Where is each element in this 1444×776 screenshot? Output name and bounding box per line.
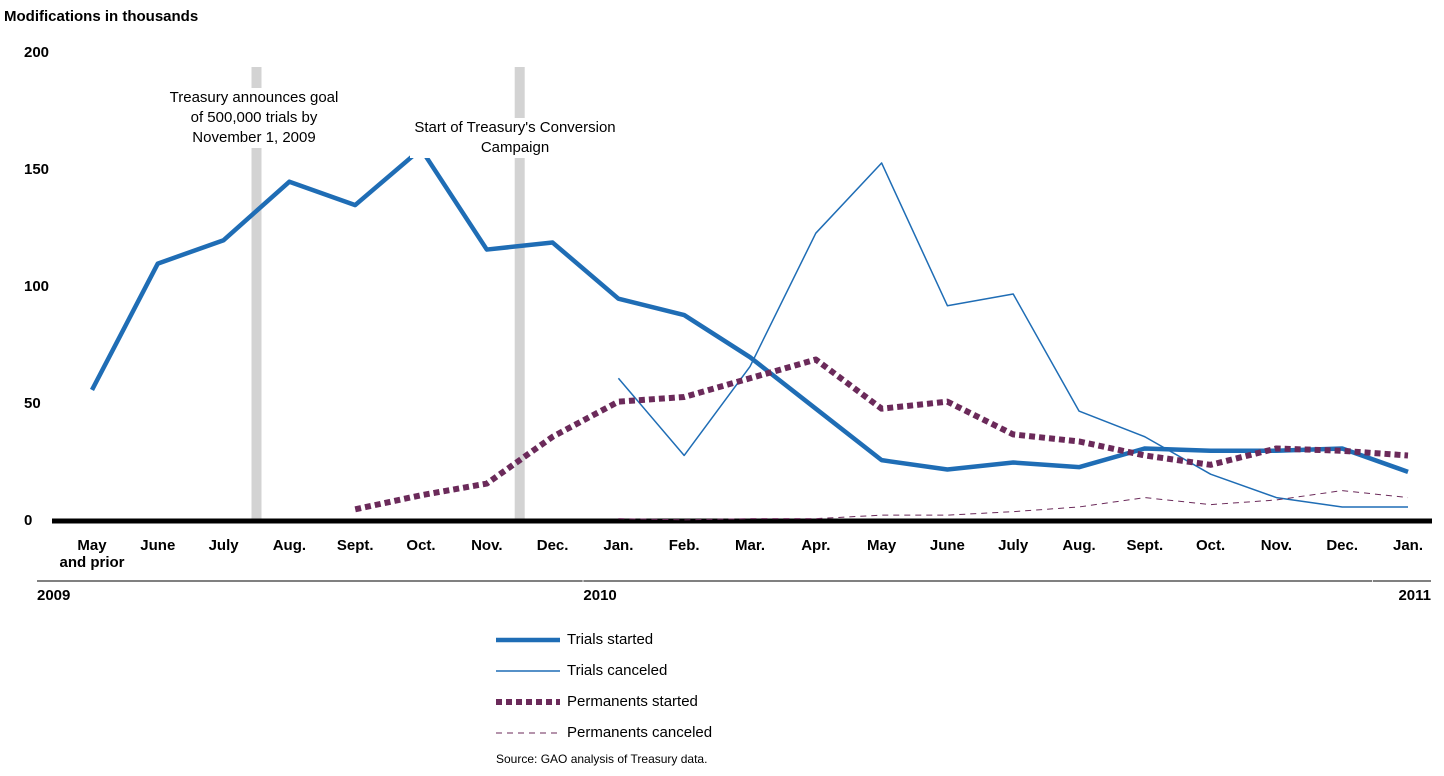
x-tick-label: Dec. <box>536 537 569 554</box>
event-bar <box>514 67 525 521</box>
legend-label: Permanents canceled <box>567 724 713 741</box>
y-tick-label: 200 <box>24 44 50 61</box>
legend-label: Trials canceled <box>567 662 668 679</box>
y-tick-label: 50 <box>24 395 41 412</box>
y-tick-label: 100 <box>24 278 50 295</box>
x-tick-label: Nov. <box>471 537 503 554</box>
legend-label: Trials started <box>567 631 654 648</box>
x-tick-label: Aug. <box>272 537 307 554</box>
annotation: Start of Treasury's Conversion Campaign <box>410 118 620 158</box>
legend-label: Permanents started <box>567 693 698 710</box>
y-tick-label: 0 <box>24 512 33 529</box>
x-tick-label: Oct. <box>1196 537 1226 554</box>
series-line <box>617 162 1408 508</box>
x-tick-label: Mar. <box>734 537 765 554</box>
x-tick-label: Nov. <box>1260 537 1293 554</box>
year-label: 2011 <box>1398 587 1431 604</box>
x-tick-label: Dec. <box>1326 537 1359 554</box>
x-tick-label: Feb. <box>668 537 700 554</box>
y-tick-label: 150 <box>24 161 50 178</box>
x-tick-label: June <box>140 537 176 554</box>
x-tick-label: Apr. <box>801 537 831 554</box>
annotation: Treasury announces goal of 500,000 trial… <box>169 88 339 148</box>
x-tick-label: July <box>998 537 1029 554</box>
series-line <box>354 356 1409 513</box>
x-tick-label: Jan. <box>603 537 634 554</box>
year-label: 2009 <box>37 587 71 604</box>
x-tick-label: Aug. <box>1062 537 1096 554</box>
x-tick-label: July <box>208 537 239 554</box>
event-bar <box>251 67 262 521</box>
x-tick-label: Oct. <box>406 537 436 554</box>
series-line <box>618 490 1409 521</box>
x-tick-label: May <box>867 537 897 554</box>
x-tick-label: May and prior <box>59 537 125 571</box>
x-tick-label: June <box>929 537 965 554</box>
x-tick-label: Jan. <box>1392 537 1423 554</box>
y-axis-label: Modifications in thousands <box>4 8 199 25</box>
series-line <box>90 146 1409 474</box>
source: Source: GAO analysis of Treasury data. <box>496 752 708 766</box>
x-tick-label: Sept. <box>1126 537 1164 554</box>
year-label: 2010 <box>583 587 617 604</box>
x-tick-label: Sept. <box>336 537 374 554</box>
